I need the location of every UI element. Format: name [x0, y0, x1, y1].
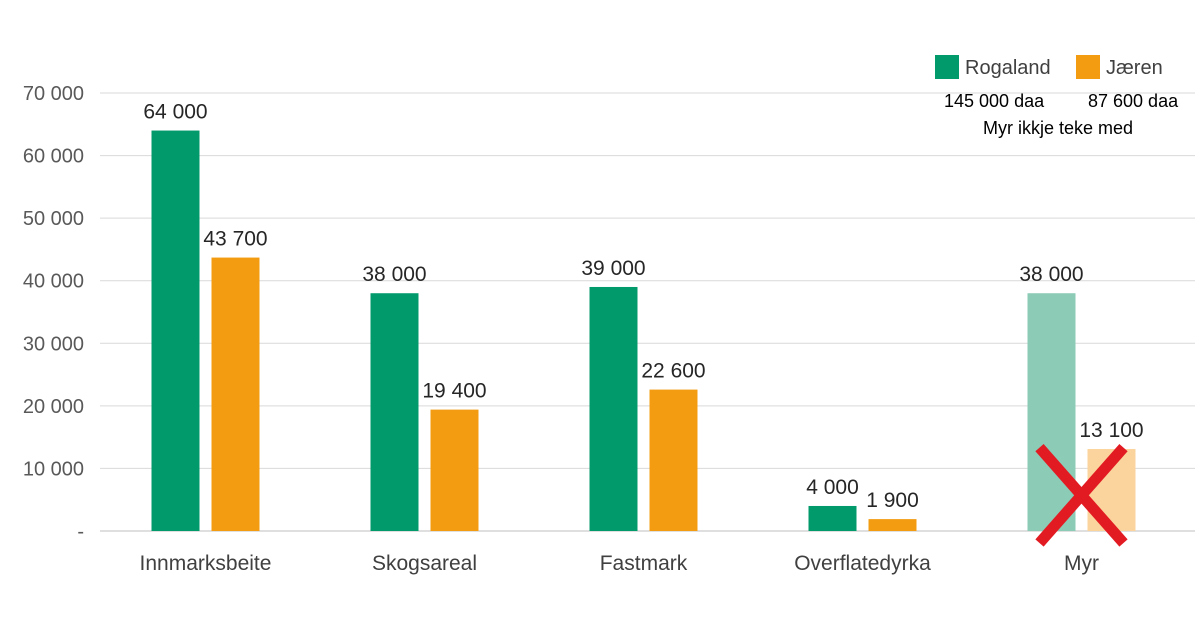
- bar-rogaland-overflatedyrka: [808, 505, 857, 531]
- data-label: 19 400: [422, 380, 486, 403]
- y-tick-label: 70 000: [23, 83, 84, 105]
- y-tick-label: 40 000: [23, 271, 84, 293]
- excluded-x-mark: [1035, 444, 1128, 547]
- data-label: 39 000: [581, 257, 645, 280]
- data-label: 13 100: [1079, 419, 1143, 442]
- y-tick-label: 20 000: [23, 396, 84, 418]
- bar-rogaland-fastmark: [589, 286, 638, 531]
- data-label: 38 000: [362, 263, 426, 286]
- data-labels: 64 000 43 700 38 000 19 400 39 000 22 600 4 00…: [143, 101, 1143, 513]
- y-tick-label: 50 000: [23, 208, 84, 230]
- gridlines: [100, 92, 1195, 532]
- y-tick-label: -: [77, 521, 84, 543]
- y-tick-label: 30 000: [23, 333, 84, 355]
- bars: [151, 130, 1136, 547]
- bar-jaeren-skogsareal: [430, 409, 479, 531]
- data-label: 22 600: [641, 360, 705, 383]
- x-tick-label: Myr: [1064, 552, 1099, 575]
- rogaland-total-annotation: 145 000 daa: [944, 91, 1045, 111]
- data-label: 1 900: [866, 489, 919, 512]
- legend-label-rogaland: Rogaland: [965, 57, 1051, 79]
- legend-swatch-jaeren: [1076, 55, 1100, 79]
- x-tick-label: Overflatedyrka: [794, 552, 931, 575]
- legend: Rogaland Jæren 145 000 daa 87 600 daa My…: [935, 55, 1179, 138]
- data-label: 38 000: [1019, 263, 1083, 286]
- x-tick-label: Skogsareal: [372, 552, 477, 575]
- y-tick-label: 60 000: [23, 146, 84, 168]
- y-tick-label: 10 000: [23, 458, 84, 480]
- bar-jaeren-overflatedyrka: [868, 519, 917, 531]
- excluded-note-annotation: Myr ikkje teke med: [983, 118, 1133, 138]
- y-axis: - 10 000 20 000 30 000 40 000 50 000 60 000 70 …: [23, 83, 84, 543]
- x-axis: Innmarksbeite Skogsareal Fastmark Overflate…: [140, 552, 1099, 575]
- data-label: 64 000: [143, 101, 207, 124]
- bar-jaeren-fastmark: [649, 389, 698, 531]
- jaeren-total-annotation: 87 600 daa: [1088, 91, 1179, 111]
- bar-rogaland-innmarksbeite: [151, 130, 200, 532]
- legend-swatch-rogaland: [935, 55, 959, 79]
- bar-rogaland-myr: [1027, 293, 1076, 531]
- bar-rogaland-skogsareal: [370, 293, 419, 531]
- x-tick-label: Fastmark: [600, 552, 688, 575]
- data-label: 4 000: [806, 476, 859, 499]
- x-mark-stroke: [1035, 444, 1128, 547]
- data-label: 43 700: [203, 228, 267, 251]
- bar-jaeren-innmarksbeite: [211, 257, 260, 531]
- legend-label-jaeren: Jæren: [1106, 57, 1163, 79]
- x-tick-label: Innmarksbeite: [140, 552, 272, 575]
